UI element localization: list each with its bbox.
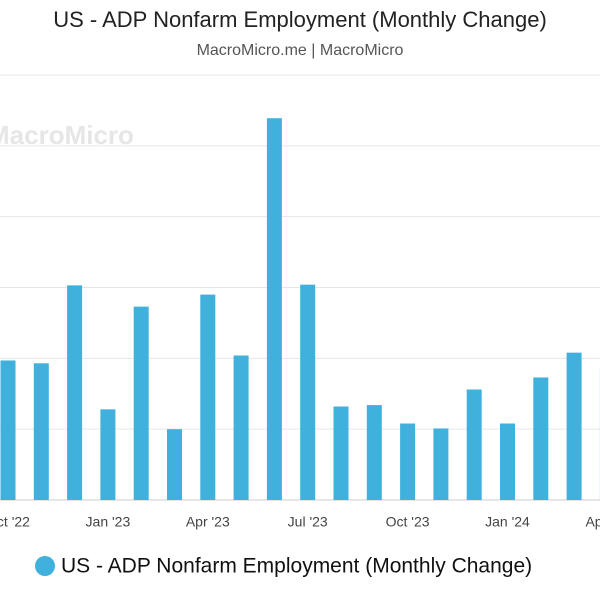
x-tick-label: Jan '23: [86, 514, 131, 530]
bar: [433, 428, 449, 500]
bar: [533, 377, 549, 500]
legend[interactable]: US - ADP Nonfarm Employment (Monthly Cha…: [35, 555, 532, 578]
chart-title: US - ADP Nonfarm Employment (Monthly Cha…: [53, 7, 547, 32]
x-tick-label: Apr '24: [585, 514, 600, 530]
bar: [266, 118, 282, 500]
bar: [333, 406, 349, 500]
bar: [0, 360, 16, 500]
x-tick-label: Jan '24: [485, 514, 530, 530]
bar: [67, 285, 83, 500]
bar: [233, 355, 249, 500]
watermark: MacroMicro: [0, 120, 134, 150]
bar: [133, 306, 149, 500]
chart-subtitle: MacroMicro.me | MacroMicro: [197, 42, 404, 59]
bar: [500, 423, 515, 500]
x-tick-label: Oct '23: [386, 514, 430, 530]
legend-marker: [35, 556, 55, 576]
bar: [366, 405, 382, 500]
bar: [100, 409, 116, 500]
bar: [566, 352, 582, 500]
bar: [167, 429, 182, 500]
x-tick-label: Oct '22: [0, 514, 30, 530]
legend-label: US - ADP Nonfarm Employment (Monthly Cha…: [61, 555, 532, 578]
bar: [466, 389, 482, 500]
bar: [200, 294, 216, 500]
bar: [300, 284, 316, 500]
x-tick-label: Jul '23: [288, 514, 328, 530]
bar: [33, 363, 49, 500]
plot-area: [0, 74, 600, 501]
x-tick-label: Apr '23: [186, 514, 230, 530]
bar: [400, 423, 416, 500]
